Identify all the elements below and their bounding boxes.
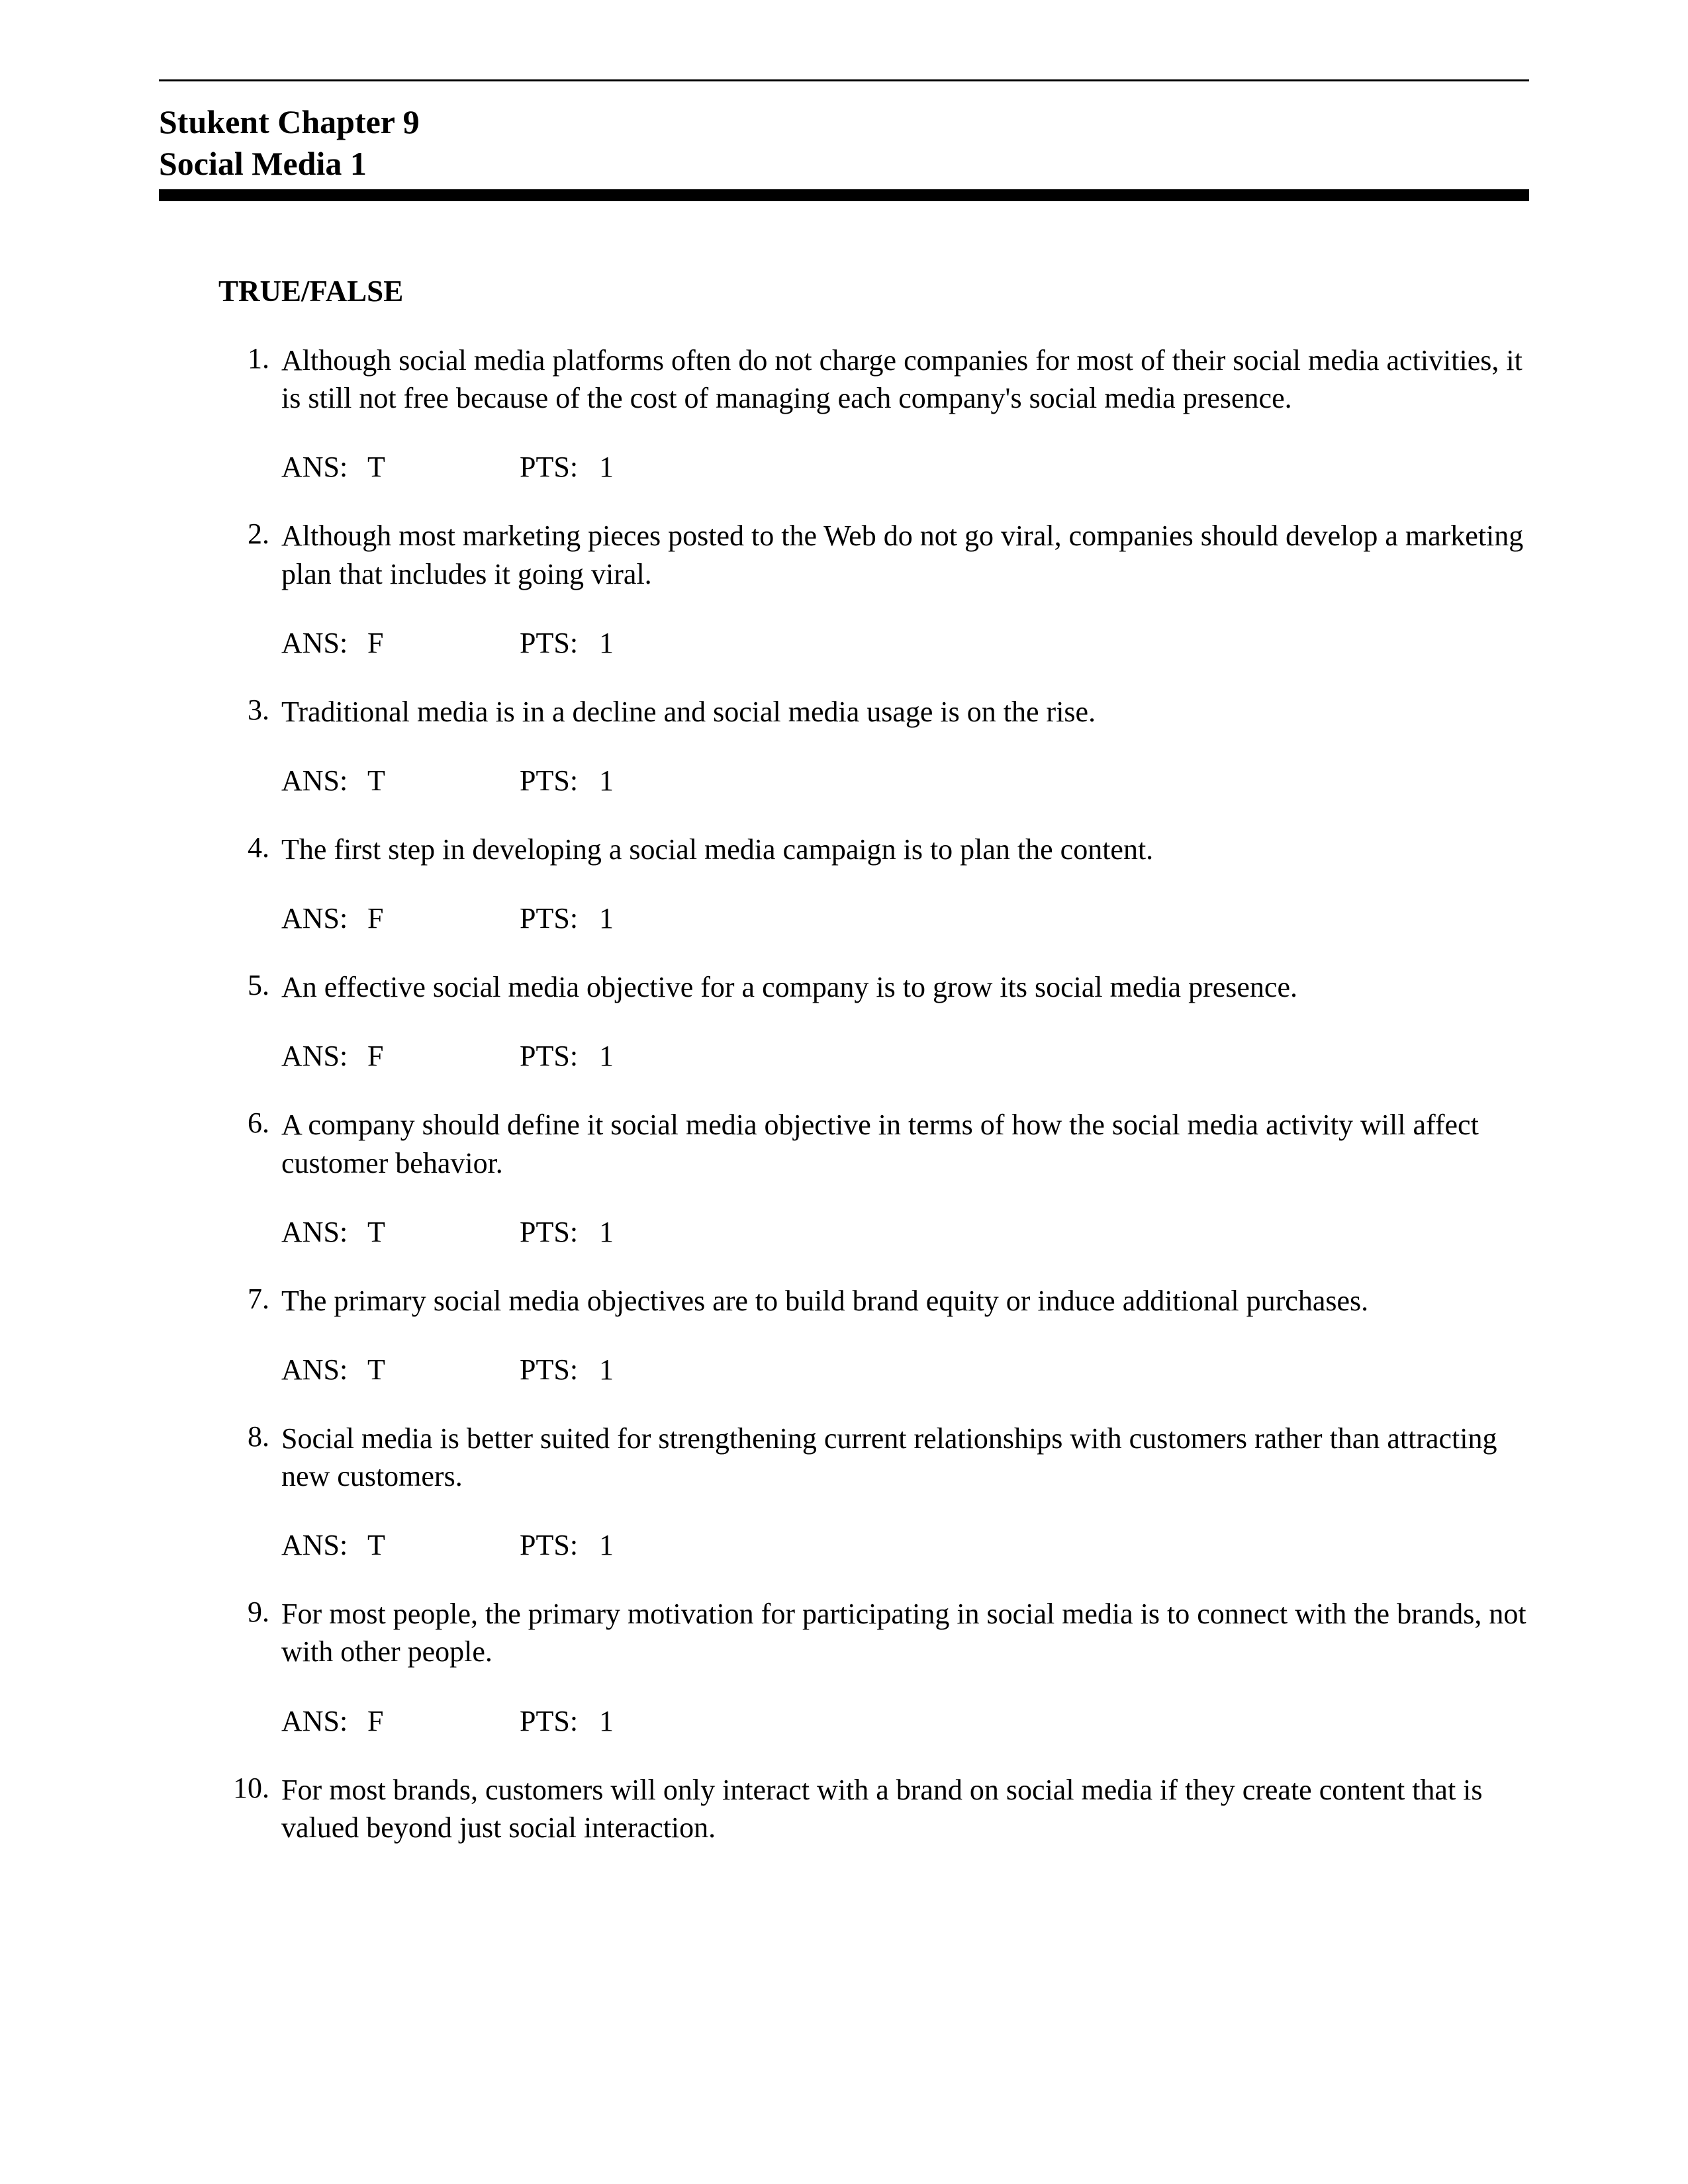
question-block: 1.Although social media platforms often … bbox=[218, 341, 1529, 484]
question-number: 10. bbox=[218, 1771, 281, 1805]
question-text: Social media is better suited for streng… bbox=[281, 1420, 1529, 1495]
question-block: 4.The first step in developing a social … bbox=[218, 831, 1529, 935]
answer-label: ANS: bbox=[281, 1039, 367, 1073]
question-block: 2.Although most marketing pieces posted … bbox=[218, 517, 1529, 659]
answer-row: ANS:FPTS:1 bbox=[218, 1704, 1529, 1738]
question-block: 6.A company should define it social medi… bbox=[218, 1106, 1529, 1248]
answer-label: ANS: bbox=[281, 1528, 367, 1562]
question-row: 9.For most people, the primary motivatio… bbox=[218, 1595, 1529, 1670]
question-text: Although most marketing pieces posted to… bbox=[281, 517, 1529, 592]
question-number: 7. bbox=[218, 1282, 281, 1316]
top-horizontal-rule bbox=[159, 79, 1529, 81]
answer-value: T bbox=[367, 1215, 520, 1249]
question-row: 8.Social media is better suited for stre… bbox=[218, 1420, 1529, 1495]
answer-value: T bbox=[367, 764, 520, 797]
answer-label: ANS: bbox=[281, 450, 367, 484]
header-title-line1: Stukent Chapter 9 bbox=[159, 101, 1529, 143]
question-text: The primary social media objectives are … bbox=[281, 1282, 1529, 1320]
question-row: 1.Although social media platforms often … bbox=[218, 341, 1529, 417]
answer-label: ANS: bbox=[281, 901, 367, 935]
points-value: 1 bbox=[599, 1704, 639, 1738]
points-value: 1 bbox=[599, 1353, 639, 1387]
answer-value: T bbox=[367, 1353, 520, 1387]
question-number: 2. bbox=[218, 517, 281, 551]
question-block: 7.The primary social media objectives ar… bbox=[218, 1282, 1529, 1387]
question-row: 10.For most brands, customers will only … bbox=[218, 1771, 1529, 1846]
answer-row: ANS:TPTS:1 bbox=[218, 450, 1529, 484]
question-number: 8. bbox=[218, 1420, 281, 1453]
question-block: 5.An effective social media objective fo… bbox=[218, 968, 1529, 1073]
question-number: 3. bbox=[218, 693, 281, 727]
question-row: 4.The first step in developing a social … bbox=[218, 831, 1529, 868]
answer-label: ANS: bbox=[281, 1215, 367, 1249]
answer-row: ANS:TPTS:1 bbox=[218, 1353, 1529, 1387]
question-text: For most brands, customers will only int… bbox=[281, 1771, 1529, 1846]
answer-row: ANS:TPTS:1 bbox=[218, 1215, 1529, 1249]
content-area: TRUE/FALSE 1.Although social media platf… bbox=[159, 274, 1529, 1846]
question-block: 8.Social media is better suited for stre… bbox=[218, 1420, 1529, 1562]
question-text: For most people, the primary motivation … bbox=[281, 1595, 1529, 1670]
points-value: 1 bbox=[599, 626, 639, 660]
answer-row: ANS:FPTS:1 bbox=[218, 626, 1529, 660]
question-row: 6.A company should define it social medi… bbox=[218, 1106, 1529, 1181]
answer-value: F bbox=[367, 1039, 520, 1073]
answer-value: F bbox=[367, 1704, 520, 1738]
section-heading: TRUE/FALSE bbox=[218, 274, 1529, 308]
answer-row: ANS:FPTS:1 bbox=[218, 1039, 1529, 1073]
answer-row: ANS:TPTS:1 bbox=[218, 1528, 1529, 1562]
points-label: PTS: bbox=[520, 1528, 599, 1562]
question-block: 9.For most people, the primary motivatio… bbox=[218, 1595, 1529, 1737]
question-text: Traditional media is in a decline and so… bbox=[281, 693, 1529, 731]
points-value: 1 bbox=[599, 1215, 639, 1249]
points-value: 1 bbox=[599, 901, 639, 935]
question-number: 5. bbox=[218, 968, 281, 1002]
points-label: PTS: bbox=[520, 901, 599, 935]
points-value: 1 bbox=[599, 1039, 639, 1073]
points-label: PTS: bbox=[520, 1353, 599, 1387]
question-number: 9. bbox=[218, 1595, 281, 1629]
points-value: 1 bbox=[599, 764, 639, 797]
question-block: 3.Traditional media is in a decline and … bbox=[218, 693, 1529, 797]
points-label: PTS: bbox=[520, 764, 599, 797]
points-label: PTS: bbox=[520, 1704, 599, 1738]
points-value: 1 bbox=[599, 450, 639, 484]
points-label: PTS: bbox=[520, 1215, 599, 1249]
question-text: Although social media platforms often do… bbox=[281, 341, 1529, 417]
question-row: 2.Although most marketing pieces posted … bbox=[218, 517, 1529, 592]
question-text: A company should define it social media … bbox=[281, 1106, 1529, 1181]
answer-row: ANS:FPTS:1 bbox=[218, 901, 1529, 935]
answer-value: T bbox=[367, 450, 520, 484]
points-value: 1 bbox=[599, 1528, 639, 1562]
answer-value: F bbox=[367, 901, 520, 935]
question-number: 1. bbox=[218, 341, 281, 375]
question-row: 3.Traditional media is in a decline and … bbox=[218, 693, 1529, 731]
points-label: PTS: bbox=[520, 1039, 599, 1073]
answer-value: T bbox=[367, 1528, 520, 1562]
answer-row: ANS:TPTS:1 bbox=[218, 764, 1529, 797]
document-header: Stukent Chapter 9 Social Media 1 bbox=[159, 101, 1529, 184]
answer-label: ANS: bbox=[281, 1353, 367, 1387]
question-number: 4. bbox=[218, 831, 281, 864]
question-number: 6. bbox=[218, 1106, 281, 1140]
question-block: 10.For most brands, customers will only … bbox=[218, 1771, 1529, 1846]
question-row: 5.An effective social media objective fo… bbox=[218, 968, 1529, 1006]
questions-list: 1.Although social media platforms often … bbox=[218, 341, 1529, 1846]
question-text: An effective social media objective for … bbox=[281, 968, 1529, 1006]
page-container: Stukent Chapter 9 Social Media 1 TRUE/FA… bbox=[0, 0, 1688, 1846]
answer-label: ANS: bbox=[281, 764, 367, 797]
header-thick-bar bbox=[159, 189, 1529, 201]
header-title-line2: Social Media 1 bbox=[159, 143, 1529, 185]
question-row: 7.The primary social media objectives ar… bbox=[218, 1282, 1529, 1320]
answer-label: ANS: bbox=[281, 626, 367, 660]
answer-value: F bbox=[367, 626, 520, 660]
question-text: The first step in developing a social me… bbox=[281, 831, 1529, 868]
answer-label: ANS: bbox=[281, 1704, 367, 1738]
points-label: PTS: bbox=[520, 626, 599, 660]
points-label: PTS: bbox=[520, 450, 599, 484]
